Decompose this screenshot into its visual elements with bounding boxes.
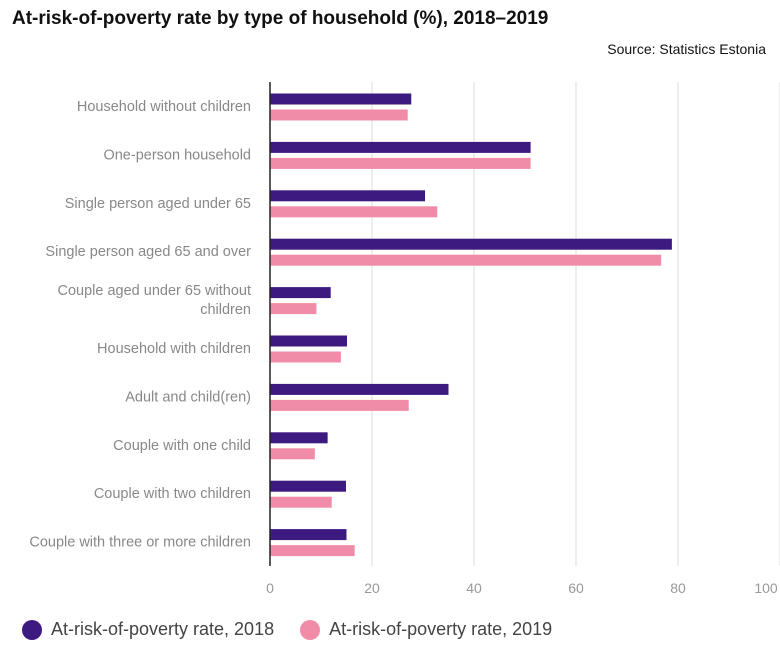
chart-title: At-risk-of-poverty rate by type of house… xyxy=(12,8,549,29)
x-tick-label-40: 40 xyxy=(466,580,482,596)
category-label-0: Household without children xyxy=(77,99,251,115)
category-label-9: Couple with three or more children xyxy=(29,535,251,551)
bar-2019-8 xyxy=(270,496,332,508)
bar-2018-3 xyxy=(270,238,672,250)
bar-2018-2 xyxy=(270,190,426,202)
category-label-line: Single person aged under 65 xyxy=(65,196,251,212)
bar-2019-2 xyxy=(270,206,438,218)
x-tick-label-100: 100 xyxy=(754,580,778,596)
bar-2018-1 xyxy=(270,141,531,153)
category-labels: Household without children One-person hou… xyxy=(29,99,251,551)
bar-2019-7 xyxy=(270,448,315,460)
category-label-line: Couple with one child xyxy=(113,438,251,454)
category-label-line: Couple with two children xyxy=(94,486,251,502)
grid-lines xyxy=(371,82,780,566)
bar-2019-4 xyxy=(270,303,317,315)
bar-2019-1 xyxy=(270,157,531,169)
category-label-7: Couple with one child xyxy=(113,438,251,454)
bar-2018-5 xyxy=(270,335,348,347)
chart-source: Source: Statistics Estonia xyxy=(607,41,766,57)
category-label-line: Couple with three or more children xyxy=(29,535,251,551)
bar-2018-7 xyxy=(270,432,328,444)
category-label-1: One-person household xyxy=(103,147,251,163)
category-label-2: Single person aged under 65 xyxy=(65,196,251,212)
category-label-line: One-person household xyxy=(103,147,251,163)
category-label-6: Adult and child(ren) xyxy=(125,389,251,405)
category-label-4: Couple aged under 65 without children xyxy=(58,283,251,318)
bar-2019-0 xyxy=(270,109,408,121)
bar-2019-9 xyxy=(270,545,355,557)
bar-2019-6 xyxy=(270,399,409,411)
bar-2019-5 xyxy=(270,351,341,363)
category-label-line: Single person aged 65 and over xyxy=(45,244,251,260)
legend-swatch-2019 xyxy=(300,619,321,640)
category-label-line: Household with children xyxy=(97,341,251,357)
category-label-line: Couple aged under 65 without xyxy=(58,283,251,299)
category-label-line: children xyxy=(200,302,251,318)
legend-item-2018: At-risk-of-poverty rate, 2018 xyxy=(22,619,274,640)
bar-2018-4 xyxy=(270,287,331,299)
x-tick-label-60: 60 xyxy=(568,580,584,596)
bar-2018-6 xyxy=(270,383,449,395)
bars xyxy=(270,93,672,557)
bar-2019-3 xyxy=(270,254,662,266)
x-tick-labels: 0 20 40 60 80 100 xyxy=(266,580,778,596)
x-tick-label-20: 20 xyxy=(364,580,380,596)
legend-swatch-2018 xyxy=(22,619,42,640)
legend-item-2019: At-risk-of-poverty rate, 2019 xyxy=(300,619,552,640)
legend: At-risk-of-poverty rate, 2018 At-risk-of… xyxy=(22,619,578,640)
x-tick-label-80: 80 xyxy=(670,580,686,596)
category-label-line: Adult and child(ren) xyxy=(125,389,251,405)
bar-2018-9 xyxy=(270,529,347,541)
bar-chart: Household without children One-person hou… xyxy=(29,82,780,596)
legend-label-2019: At-risk-of-poverty rate, 2019 xyxy=(329,619,553,639)
legend-label-2018: At-risk-of-poverty rate, 2018 xyxy=(51,619,275,639)
category-label-5: Household with children xyxy=(97,341,251,357)
bar-2018-0 xyxy=(270,93,412,105)
category-label-8: Couple with two children xyxy=(94,486,251,502)
x-tick-label-0: 0 xyxy=(266,580,274,596)
category-label-3: Single person aged 65 and over xyxy=(45,244,251,260)
category-label-line: Household without children xyxy=(77,99,251,115)
bar-2018-8 xyxy=(270,480,346,492)
